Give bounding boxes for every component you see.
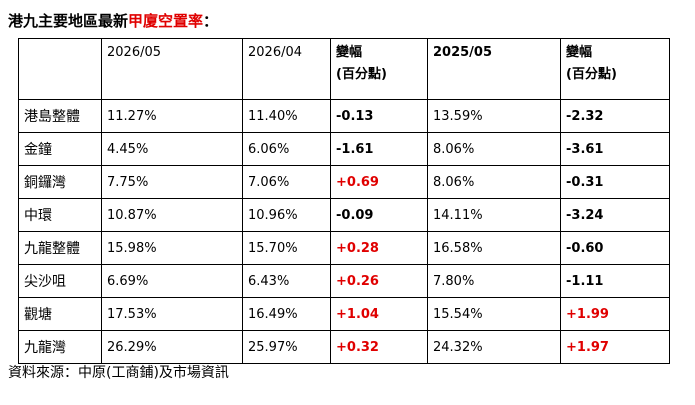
value-cell: +0.69 bbox=[330, 165, 428, 199]
value-cell: +1.97 bbox=[560, 330, 670, 364]
district-cell: 九龍灣 bbox=[18, 330, 102, 364]
value-cell: 8.06% bbox=[427, 165, 561, 199]
district-cell: 九龍整體 bbox=[18, 231, 102, 265]
district-cell: 港島整體 bbox=[18, 99, 102, 133]
title-text: 港九主要地區最新 bbox=[8, 12, 129, 30]
vacancy-table: 2026/05 2026/04 變幅 (百分點) 2025/05 變幅 (百分點) 港島整… bbox=[18, 38, 670, 364]
value-cell: 14.11% bbox=[427, 198, 561, 232]
title-text: ： bbox=[203, 12, 219, 30]
value-cell: -0.09 bbox=[330, 198, 428, 232]
source: 資料來源：中原(工商鋪)及市場資訊 bbox=[8, 365, 229, 381]
value-cell: +0.32 bbox=[330, 330, 428, 364]
value-cell: 6.43% bbox=[242, 264, 331, 298]
value-cell: -1.61 bbox=[330, 132, 428, 166]
value-cell: -0.13 bbox=[330, 99, 428, 133]
district-cell: 中環 bbox=[18, 198, 102, 232]
table-row: 九龍灣 26.29% 25.97% +0.32 24.32% +1.97 bbox=[18, 330, 670, 364]
value-cell: 4.45% bbox=[101, 132, 243, 166]
value-cell: 16.49% bbox=[242, 297, 331, 331]
value-cell: 26.29% bbox=[101, 330, 243, 364]
value-cell: -0.31 bbox=[560, 165, 670, 199]
district-cell: 銅鑼灣 bbox=[18, 165, 102, 199]
district-cell: 觀塘 bbox=[18, 297, 102, 331]
title: 港九主要地區最新甲廈空置率： bbox=[8, 10, 218, 31]
value-cell: 15.98% bbox=[101, 231, 243, 265]
table-row: 港島整體 11.27% 11.40% -0.13 13.59% -2.32 bbox=[18, 99, 670, 133]
value-cell: 10.87% bbox=[101, 198, 243, 232]
value-cell: -1.11 bbox=[560, 264, 670, 298]
table-row: 尖沙咀 6.69% 6.43% +0.26 7.80% -1.11 bbox=[18, 264, 670, 298]
value-cell: 7.80% bbox=[427, 264, 561, 298]
value-cell: 15.54% bbox=[427, 297, 561, 331]
value-cell: -3.61 bbox=[560, 132, 670, 166]
header-cell: 變幅 (百分點) bbox=[560, 38, 670, 100]
value-cell: 11.40% bbox=[242, 99, 331, 133]
table-row: 銅鑼灣 7.75% 7.06% +0.69 8.06% -0.31 bbox=[18, 165, 670, 199]
header-row: 2026/05 2026/04 變幅 (百分點) 2025/05 變幅 (百分點) bbox=[18, 38, 670, 100]
value-cell: 7.75% bbox=[101, 165, 243, 199]
header-cell: 變幅 (百分點) bbox=[330, 38, 428, 100]
value-cell: -0.60 bbox=[560, 231, 670, 265]
value-cell: -3.24 bbox=[560, 198, 670, 232]
value-cell: +1.04 bbox=[330, 297, 428, 331]
value-cell: +1.99 bbox=[560, 297, 670, 331]
header-cell: 2025/05 bbox=[427, 38, 561, 100]
table-row: 金鐘 4.45% 6.06% -1.61 8.06% -3.61 bbox=[18, 132, 670, 166]
value-cell: 17.53% bbox=[101, 297, 243, 331]
table-row: 觀塘 17.53% 16.49% +1.04 15.54% +1.99 bbox=[18, 297, 670, 331]
value-cell: +0.28 bbox=[330, 231, 428, 265]
title-highlight: 甲廈空置率 bbox=[128, 12, 204, 30]
value-cell: 11.27% bbox=[101, 99, 243, 133]
value-cell: 13.59% bbox=[427, 99, 561, 133]
district-cell: 尖沙咀 bbox=[18, 264, 102, 298]
header-cell bbox=[18, 38, 102, 100]
header-cell: 2026/05 bbox=[101, 38, 243, 100]
value-cell: 6.69% bbox=[101, 264, 243, 298]
district-cell: 金鐘 bbox=[18, 132, 102, 166]
value-cell: 6.06% bbox=[242, 132, 331, 166]
value-cell: 16.58% bbox=[427, 231, 561, 265]
table-row: 九龍整體 15.98% 15.70% +0.28 16.58% -0.60 bbox=[18, 231, 670, 265]
value-cell: 8.06% bbox=[427, 132, 561, 166]
value-cell: 7.06% bbox=[242, 165, 331, 199]
header-cell: 2026/04 bbox=[242, 38, 331, 100]
table-row: 中環 10.87% 10.96% -0.09 14.11% -3.24 bbox=[18, 198, 670, 232]
value-cell: 15.70% bbox=[242, 231, 331, 265]
value-cell: +0.26 bbox=[330, 264, 428, 298]
value-cell: 25.97% bbox=[242, 330, 331, 364]
value-cell: -2.32 bbox=[560, 99, 670, 133]
value-cell: 10.96% bbox=[242, 198, 331, 232]
value-cell: 24.32% bbox=[427, 330, 561, 364]
table-body: 2026/05 2026/04 變幅 (百分點) 2025/05 變幅 (百分點) 港島整… bbox=[18, 38, 670, 364]
